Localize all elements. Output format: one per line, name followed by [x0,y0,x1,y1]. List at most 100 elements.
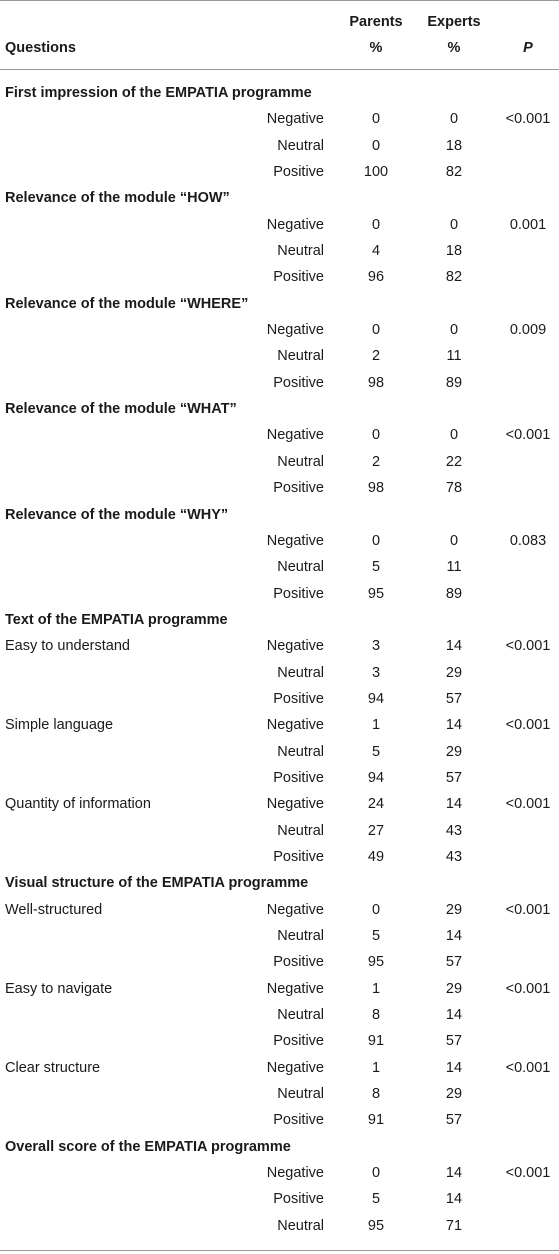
section-heading: Relevance of the module “HOW” [5,190,230,207]
parents-percent: 5 [371,559,381,576]
experts-percent: 11 [446,348,462,365]
p-value: <0.001 [505,717,551,734]
parents-percent: 98 [367,374,385,391]
response-category: Positive [273,954,324,971]
section-heading: Visual structure of the EMPATIA programm… [5,875,309,892]
experts-percent: 57 [445,1033,463,1050]
parents-percent: 100 [363,164,389,181]
experts-percent: 57 [445,690,463,707]
parents-percent: 95 [367,585,385,602]
parents-percent: 2 [371,348,381,365]
section-heading-row: Overall score of the EMPATIA programme [0,1134,559,1160]
parents-percent: 1 [371,717,381,734]
response-category: Negative [266,216,324,233]
response-category: Negative [266,717,324,734]
header-parents-label: Parents [349,14,403,30]
table-row: Neutral 3 29 [0,660,559,686]
experts-percent: 43 [445,822,463,839]
p-value: <0.001 [505,427,551,444]
parents-percent: 94 [367,769,385,786]
response-category: Neutral [277,1217,324,1234]
response-category: Negative [266,980,324,997]
response-category: Neutral [277,1007,324,1024]
header-questions: Questions [5,40,76,56]
p-value: <0.001 [505,1165,551,1182]
parents-percent: 49 [367,848,385,865]
experts-percent: 0 [449,427,459,444]
parents-percent: 0 [371,901,381,918]
table-row: Neutral 8 14 [0,1002,559,1028]
item-label: Quantity of information [5,796,151,813]
p-value: <0.001 [505,901,551,918]
header-parents-unit: % [369,40,383,56]
response-category: Neutral [277,743,324,760]
section-heading-row: Text of the EMPATIA programme [0,607,559,633]
parents-percent: 0 [371,1165,381,1182]
parents-percent: 0 [371,532,381,549]
p-value: 0.083 [509,532,547,549]
experts-percent: 78 [445,480,463,497]
p-value: 0.009 [509,322,547,339]
table-top-rule [0,0,559,1]
response-category: Neutral [277,822,324,839]
experts-percent: 14 [445,796,463,813]
table-row: Neutral 4 18 [0,238,559,264]
item-label: Easy to navigate [5,980,113,997]
experts-percent: 57 [445,769,463,786]
table-row: Positive 96 82 [0,264,559,290]
response-category: Neutral [277,453,324,470]
response-category: Negative [266,638,324,655]
response-category: Positive [273,1033,324,1050]
table-row: Negative 0 0 0.001 [0,212,559,238]
parents-percent: 94 [367,690,385,707]
experts-percent: 89 [445,374,463,391]
table-row: Neutral 2 11 [0,343,559,369]
response-category: Neutral [277,664,324,681]
response-category: Negative [266,901,324,918]
experts-percent: 14 [445,717,463,734]
response-category: Negative [266,1059,324,1076]
experts-percent: 14 [445,1059,463,1076]
table-row: Positive 94 57 [0,765,559,791]
p-value: <0.001 [505,796,551,813]
experts-percent: 0 [449,111,459,128]
response-category: Positive [273,374,324,391]
response-category: Negative [266,532,324,549]
response-category: Positive [273,585,324,602]
section-heading: Relevance of the module “WHAT” [5,401,237,418]
experts-percent: 29 [445,980,463,997]
parents-percent: 8 [371,1007,381,1024]
experts-percent: 0 [449,532,459,549]
p-value: <0.001 [505,638,551,655]
response-category: Negative [266,427,324,444]
parents-percent: 0 [371,111,381,128]
experts-percent: 11 [446,559,462,576]
item-label: Clear structure [5,1059,101,1076]
p-value: <0.001 [505,1059,551,1076]
parents-percent: 0 [371,322,381,339]
table-row: Easy to navigate Negative 1 29 <0.001 [0,976,559,1002]
experts-percent: 0 [449,216,459,233]
response-category: Negative [266,111,324,128]
header-rule [0,69,559,70]
table-row: Neutral 8 29 [0,1081,559,1107]
table-row: Negative 0 0 <0.001 [0,106,559,132]
experts-percent: 22 [445,453,463,470]
section-heading: Overall score of the EMPATIA programme [5,1138,291,1155]
table-row: Clear structure Negative 1 14 <0.001 [0,1055,559,1081]
item-label: Easy to understand [5,638,130,655]
parents-percent: 5 [371,928,381,944]
table-row: Positive 91 57 [0,1028,559,1054]
parents-percent: 3 [371,664,381,681]
experts-percent: 29 [445,664,463,681]
response-category: Positive [273,690,324,707]
section-heading: First impression of the EMPATIA programm… [5,85,312,101]
table-row: Neutral 5 14 [0,923,559,949]
item-label: Simple language [5,717,114,734]
parents-percent: 96 [367,269,385,286]
experts-percent: 82 [445,164,463,181]
section-heading-row: Relevance of the module “WHERE” [0,291,559,317]
parents-percent: 98 [367,480,385,497]
table-row: Quantity of information Negative 24 14 <0.00… [0,791,559,817]
